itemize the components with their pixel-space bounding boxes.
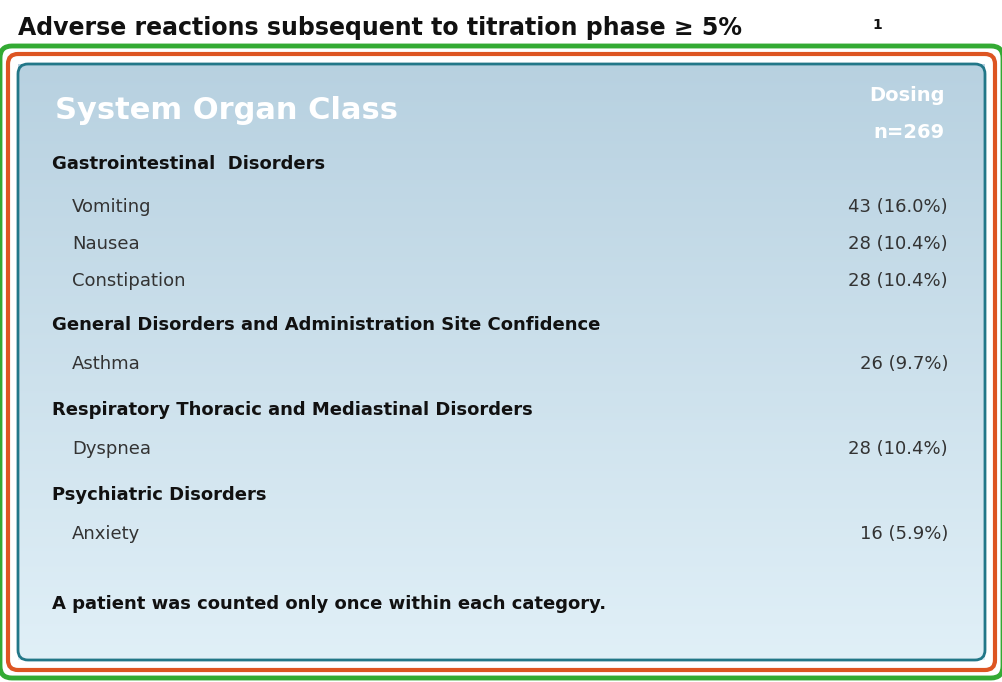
Text: Respiratory Thoracic and Mediastinal Disorders: Respiratory Thoracic and Mediastinal Dis…: [52, 401, 532, 419]
Text: 28 (10.4%): 28 (10.4%): [848, 440, 947, 458]
Text: Psychiatric Disorders: Psychiatric Disorders: [52, 486, 267, 504]
Text: 28 (10.4%): 28 (10.4%): [848, 272, 947, 290]
Text: Anxiety: Anxiety: [72, 525, 140, 543]
Text: Dyspnea: Dyspnea: [72, 440, 151, 458]
Text: A patient was counted only once within each category.: A patient was counted only once within e…: [52, 595, 605, 613]
Text: Adverse reactions subsequent to titration phase ≥ 5%: Adverse reactions subsequent to titratio…: [18, 16, 741, 40]
Text: 28 (10.4%): 28 (10.4%): [848, 235, 947, 253]
Text: Vomiting: Vomiting: [72, 198, 151, 216]
Text: System Organ Class: System Organ Class: [55, 95, 398, 125]
Text: 26 (9.7%): 26 (9.7%): [859, 355, 947, 373]
Text: Constipation: Constipation: [72, 272, 185, 290]
Text: Asthma: Asthma: [72, 355, 140, 373]
Text: n=269: n=269: [873, 123, 944, 141]
Text: Dosing: Dosing: [869, 85, 944, 104]
Text: General Disorders and Administration Site Confidence: General Disorders and Administration Sit…: [52, 316, 600, 334]
Text: 43 (16.0%): 43 (16.0%): [848, 198, 947, 216]
Text: Nausea: Nausea: [72, 235, 139, 253]
Text: 1: 1: [871, 18, 881, 32]
Text: Gastrointestinal  Disorders: Gastrointestinal Disorders: [52, 155, 325, 173]
Text: 16 (5.9%): 16 (5.9%): [859, 525, 947, 543]
